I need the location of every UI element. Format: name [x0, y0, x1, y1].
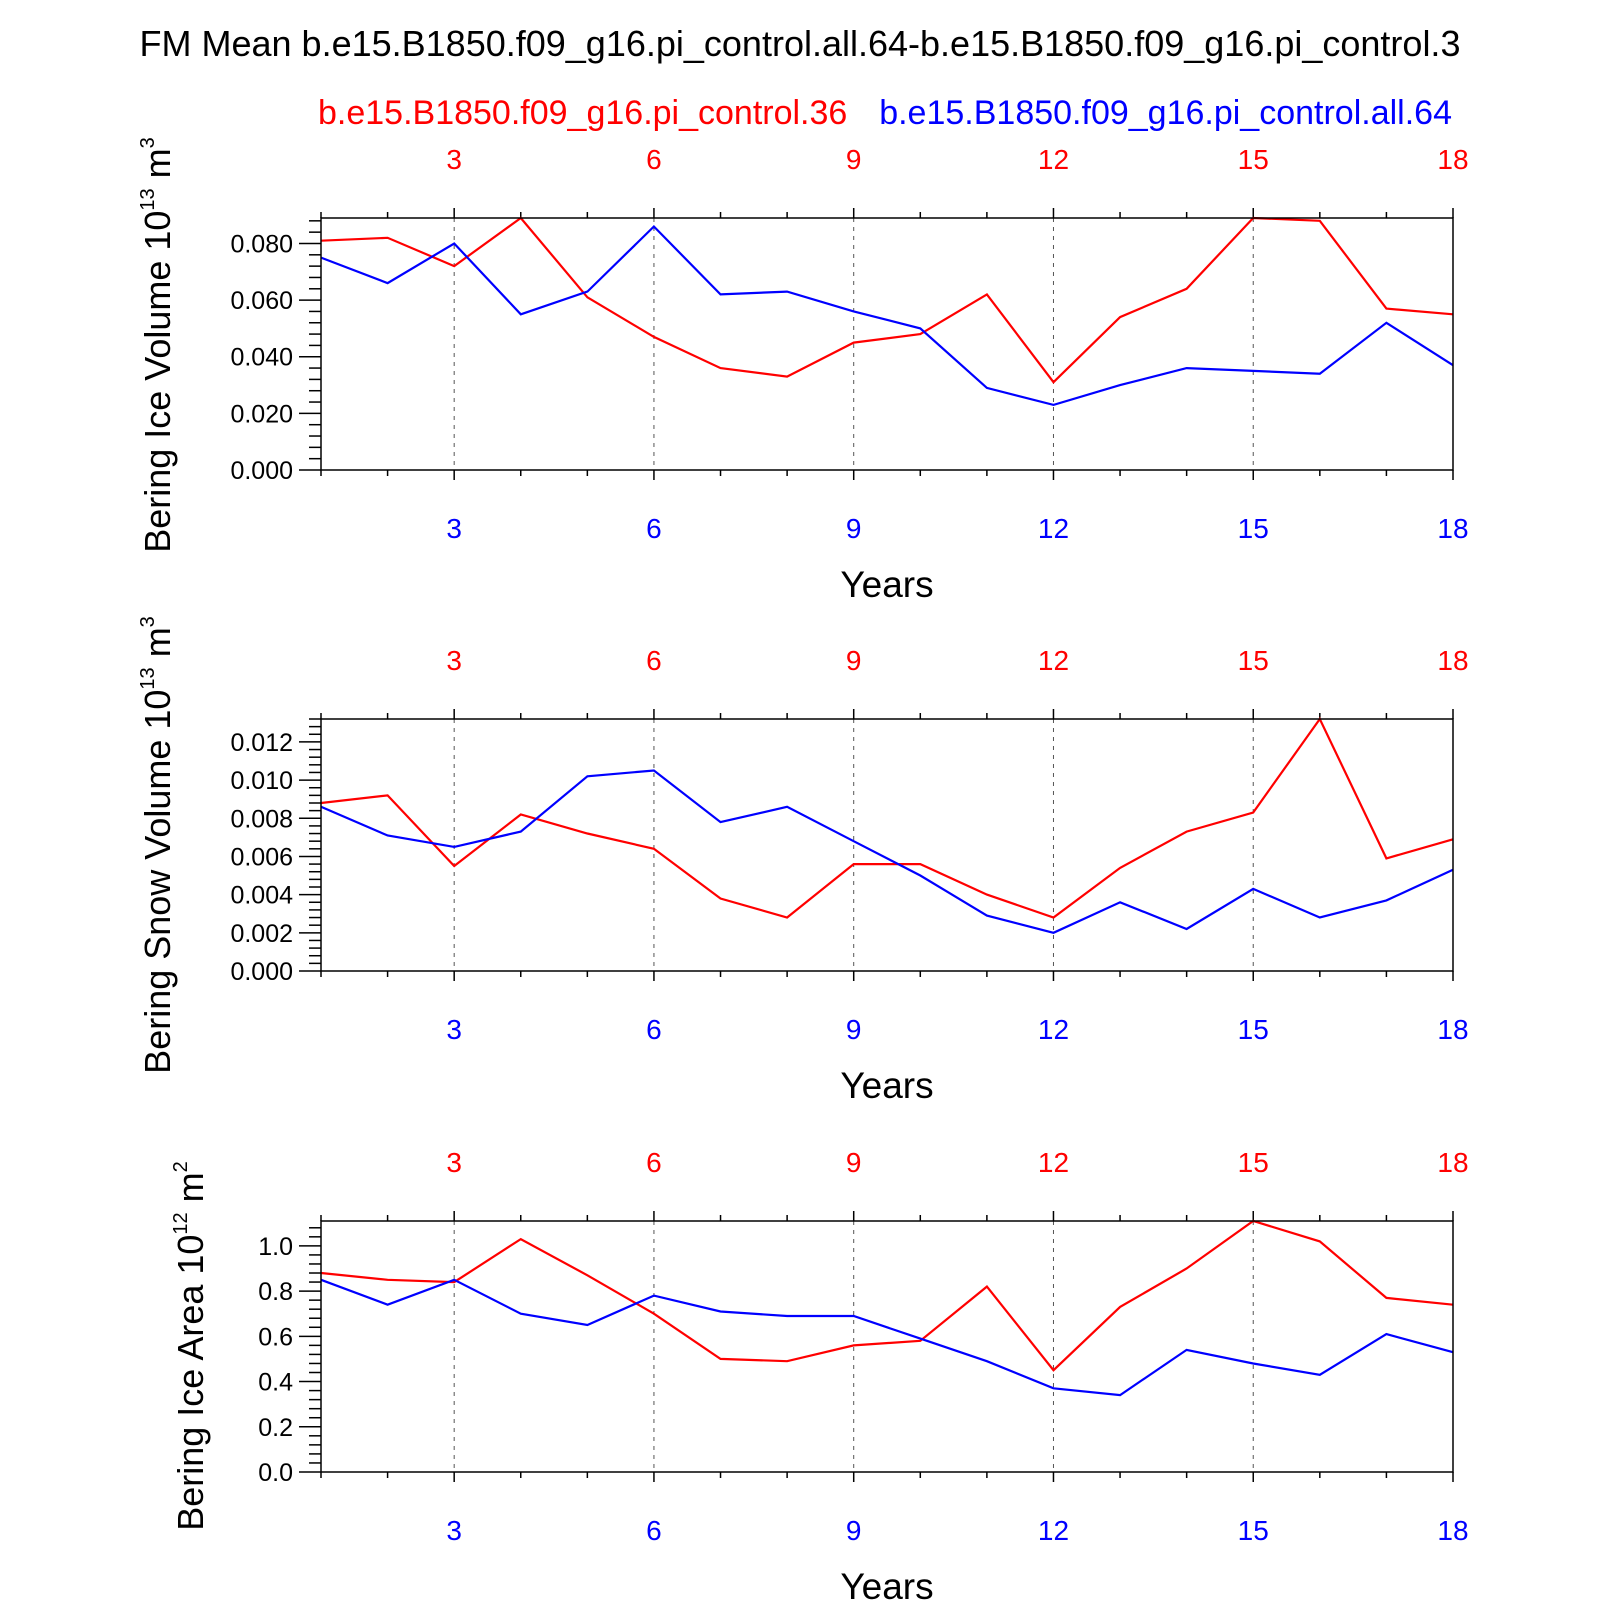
- x-tick-label-top: 18: [1437, 645, 1468, 676]
- y-tick-label: 0.006: [230, 843, 293, 871]
- x-tick-label-bottom: 12: [1038, 513, 1069, 544]
- x-tick-label-bottom: 3: [446, 1014, 462, 1045]
- y-axis-title-main: Bering Ice Area 10: [170, 1235, 211, 1531]
- x-tick-label-bottom: 9: [846, 1515, 862, 1546]
- series-line-red: [320, 216, 1454, 384]
- x-axis-title: Years: [840, 564, 933, 605]
- panels: 0.000 0.020 0.040 0.060 0.080 3 3 6 6 9 9 12 12 15 15 1…: [137, 137, 1469, 1600]
- x-tick-label-bottom: 3: [446, 1515, 462, 1546]
- x-tick-label-bottom: 6: [646, 513, 662, 544]
- y-axis-title-unit-exponent: 3: [137, 616, 159, 627]
- x-tick-label-top: 9: [846, 144, 862, 175]
- x-tick-label-top: 9: [846, 1147, 862, 1178]
- x-tick-label-bottom: 15: [1238, 513, 1269, 544]
- x-tick-label-bottom: 12: [1038, 1515, 1069, 1546]
- y-axis-title: Bering Ice Area 1012 m2: [170, 1161, 211, 1531]
- y-axis-title-main: Bering Snow Volume 10: [137, 690, 178, 1074]
- series-line-red: [320, 1219, 1454, 1372]
- series-line-blue: [320, 224, 1454, 407]
- y-tick-label: 0.4: [258, 1369, 293, 1397]
- figure-title: FM Mean b.e15.B1850.f09_g16.pi_control.a…: [140, 23, 1461, 64]
- x-tick-label-top: 3: [446, 645, 462, 676]
- x-tick-label-top: 12: [1038, 144, 1069, 175]
- y-tick-label: 0.040: [230, 344, 293, 372]
- y-axis-title-unit: m: [137, 148, 178, 188]
- x-tick-label-top: 6: [646, 1147, 662, 1178]
- y-axis-title-unit-exponent: 3: [137, 137, 159, 148]
- y-tick-label: 0.010: [230, 767, 293, 795]
- y-tick-label: 1.0: [258, 1233, 293, 1261]
- y-tick-label: 0.002: [230, 920, 293, 948]
- x-tick-label-top: 6: [646, 645, 662, 676]
- y-tick-label: 0.004: [230, 882, 293, 910]
- x-tick-label-top: 3: [446, 1147, 462, 1178]
- x-axis-title: Years: [840, 1566, 933, 1600]
- x-tick-label-bottom: 12: [1038, 1014, 1069, 1045]
- x-tick-label-bottom: 15: [1238, 1515, 1269, 1546]
- y-axis-title: Bering Ice Volume 1013 m3: [137, 137, 178, 553]
- y-axis-title-exponent: 13: [137, 188, 159, 210]
- y-axis-title-exponent: 13: [137, 667, 159, 689]
- x-tick-label-top: 15: [1238, 144, 1269, 175]
- x-tick-label-bottom: 6: [646, 1014, 662, 1045]
- x-tick-label-bottom: 18: [1437, 1014, 1468, 1045]
- legend-red-label: b.e15.B1850.f09_g16.pi_control.36: [318, 94, 847, 132]
- y-axis-title-unit-exponent: 2: [170, 1161, 192, 1172]
- y-tick-label: 0.008: [230, 805, 293, 833]
- y-tick-label: 0.020: [230, 400, 293, 428]
- y-tick-label: 0.000: [230, 457, 293, 485]
- plot-frame: [320, 1220, 1454, 1473]
- panel-2: 0.000 0.002 0.004 0.006 0.008 0.010 0.012 3 3 6 6 9…: [137, 616, 1469, 1106]
- x-tick-label-top: 3: [446, 144, 462, 175]
- y-tick-label: 0.8: [258, 1278, 293, 1306]
- panel-3: 0.0 0.2 0.4 0.6 0.8 1.0 3 3 6 6 9 9 12 12 15 15 18 18 Year…: [170, 1147, 1469, 1600]
- x-tick-label-top: 15: [1238, 1147, 1269, 1178]
- y-tick-label: 0.6: [258, 1323, 293, 1351]
- x-tick-label-top: 9: [846, 645, 862, 676]
- y-tick-label: 0.060: [230, 287, 293, 315]
- x-tick-label-bottom: 6: [646, 1515, 662, 1546]
- y-tick-label: 0.012: [230, 729, 293, 757]
- y-tick-label: 0.0: [258, 1459, 293, 1487]
- series-line-blue: [320, 1278, 1454, 1397]
- y-axis-title: Bering Snow Volume 1013 m3: [137, 616, 178, 1074]
- legend-blue-label: b.e15.B1850.f09_g16.pi_control.all.64: [879, 94, 1452, 132]
- x-tick-label-bottom: 9: [846, 1014, 862, 1045]
- y-axis-title-main: Bering Ice Volume 10: [137, 211, 178, 553]
- x-tick-label-bottom: 15: [1238, 1014, 1269, 1045]
- x-tick-label-bottom: 18: [1437, 1515, 1468, 1546]
- x-tick-label-bottom: 9: [846, 513, 862, 544]
- y-tick-label: 0.080: [230, 230, 293, 258]
- y-axis-title-unit: m: [137, 627, 178, 667]
- plot-frame: [320, 217, 1454, 471]
- x-tick-label-bottom: 18: [1437, 513, 1468, 544]
- x-tick-label-top: 18: [1437, 1147, 1468, 1178]
- y-tick-label: 0.2: [258, 1414, 293, 1442]
- y-axis-title-unit: m: [170, 1172, 211, 1212]
- plot-frame: [320, 718, 1454, 972]
- series-line-blue: [320, 769, 1454, 934]
- y-tick-label: 0.000: [230, 958, 293, 986]
- x-tick-label-top: 6: [646, 144, 662, 175]
- x-axis-title: Years: [840, 1065, 933, 1106]
- x-tick-label-bottom: 3: [446, 513, 462, 544]
- y-axis-title-exponent: 12: [170, 1212, 192, 1234]
- x-tick-label-top: 12: [1038, 1147, 1069, 1178]
- x-tick-label-top: 15: [1238, 645, 1269, 676]
- panel-1: 0.000 0.020 0.040 0.060 0.080 3 3 6 6 9 9 12 12 15 15 1…: [137, 137, 1469, 605]
- series-line-red: [320, 716, 1454, 919]
- x-tick-label-top: 18: [1437, 144, 1468, 175]
- x-tick-label-top: 12: [1038, 645, 1069, 676]
